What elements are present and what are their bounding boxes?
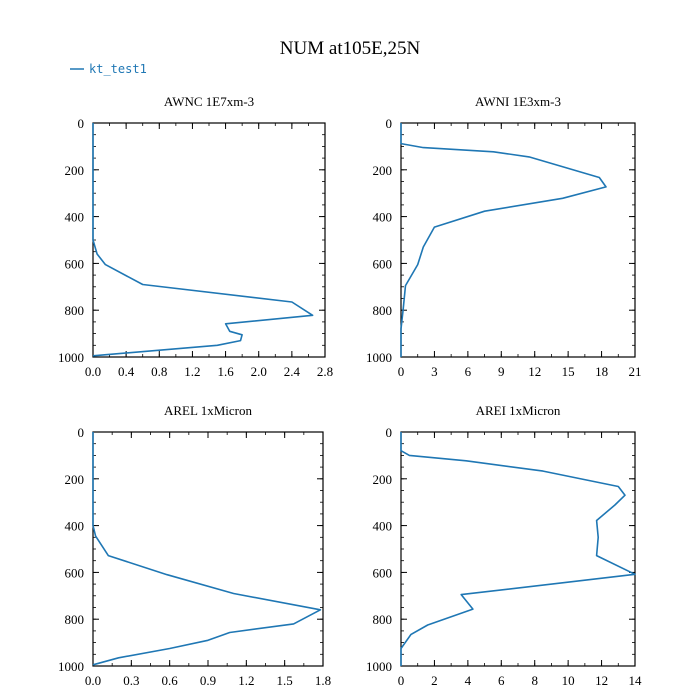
x-tick-label: 10	[562, 673, 575, 688]
y-tick-label: 1000	[366, 350, 392, 365]
chart-panel-4: AREI 1xMicron 0 2 4 6 8 10 12 14 0 200 400 600 800 100…	[366, 403, 642, 688]
y-tick-label: 400	[373, 210, 393, 225]
x-tick-label: 0.8	[151, 364, 167, 379]
y-tick-label: 200	[373, 472, 393, 487]
x-tick-label: 0.4	[118, 364, 135, 379]
x-tick-label: 0.6	[162, 673, 179, 688]
x-tick-label: 18	[595, 364, 608, 379]
y-tick-label: 800	[65, 612, 85, 627]
x-tick-label: 0.0	[85, 673, 101, 688]
y-tick-label: 600	[65, 565, 85, 580]
x-tick-label: 14	[629, 673, 643, 688]
series-line-kt_test1	[400, 432, 636, 666]
x-tick-label: 6	[498, 673, 505, 688]
legend-label: kt_test1	[89, 62, 147, 76]
x-tick-label: 3	[431, 364, 438, 379]
y-tick-label: 1000	[366, 659, 392, 674]
figure-title: NUM at105E,25N	[280, 38, 421, 59]
x-tick-label: 4	[465, 673, 472, 688]
plot-frame	[400, 122, 636, 358]
x-tick-label: 1.8	[315, 673, 331, 688]
x-tick-label: 8	[531, 673, 538, 688]
x-tick-label: 1.2	[184, 364, 200, 379]
x-tick-label: 15	[562, 364, 575, 379]
chart-panels: AWNC 1E7xm-30.0 0.4 0.8 1.2 1.6 2.0 2.4 2.80200…	[58, 94, 642, 688]
x-tick-label: 9	[498, 364, 505, 379]
y-tick-label: 1000	[58, 659, 84, 674]
x-tick-label: 1.2	[238, 673, 254, 688]
chart-panel-2: AWNI 1E3xm-3 0 3 6 9 12 15 18 21 0 200 400 600 800 100…	[366, 94, 642, 379]
y-tick-label: 200	[65, 163, 85, 178]
x-tick-label: 0	[398, 673, 405, 688]
x-tick-label: 2.8	[317, 364, 333, 379]
y-tick-label: 200	[373, 163, 393, 178]
x-tick-label: 0.0	[85, 364, 101, 379]
y-tick-label: 200	[65, 472, 85, 487]
y-tick-label: 400	[65, 210, 85, 225]
y-tick-label: 0	[386, 425, 393, 440]
y-tick-label: 0	[386, 116, 393, 131]
y-tick-label: 800	[373, 303, 393, 318]
legend: kt_test1	[70, 62, 147, 76]
y-tick-label: 800	[373, 612, 393, 627]
x-tick-label: 1.5	[277, 673, 293, 688]
y-tick-label: 600	[65, 256, 85, 271]
chart-title: AWNC 1E7xm-3	[164, 94, 254, 109]
y-tick-label: 1000	[58, 350, 84, 365]
series-line-kt_test1	[400, 123, 607, 357]
y-tick-label: 600	[373, 565, 393, 580]
x-tick-label: 6	[465, 364, 472, 379]
x-tick-label: 0	[398, 364, 405, 379]
y-tick-label: 0	[78, 425, 85, 440]
y-tick-label: 400	[65, 519, 85, 534]
plot-frame	[92, 122, 326, 358]
x-tick-label: 21	[629, 364, 642, 379]
series-line-kt_test1	[92, 123, 314, 357]
chart-panel-3: AREL 1xMicron 0.0 0.3 0.6 0.9 1.2 1.5 1.8 0 200 40…	[58, 403, 331, 688]
y-tick-label: 0	[78, 116, 85, 131]
x-tick-label: 0.9	[200, 673, 216, 688]
x-tick-label: 0.3	[123, 673, 139, 688]
series-line-kt_test1	[92, 432, 322, 666]
chart-title: AWNI 1E3xm-3	[475, 94, 561, 109]
plot-frame	[400, 431, 636, 667]
x-tick-label: 2.4	[284, 364, 301, 379]
y-tick-label: 400	[373, 519, 393, 534]
chart-panel-1: AWNC 1E7xm-3 0.0 0.4 0.8 1.2 1.6 2.0 2.4 2.8 0 200…	[58, 94, 333, 379]
x-tick-label: 1.6	[217, 364, 234, 379]
plot-frame	[92, 431, 324, 667]
y-tick-label: 800	[65, 303, 85, 318]
chart-title: AREI 1xMicron	[476, 403, 561, 418]
x-tick-label: 2	[431, 673, 438, 688]
y-tick-label: 600	[373, 256, 393, 271]
chart-title: AREL 1xMicron	[164, 403, 252, 418]
x-tick-label: 12	[528, 364, 541, 379]
x-tick-label: 2.0	[251, 364, 267, 379]
x-tick-label: 12	[595, 673, 608, 688]
